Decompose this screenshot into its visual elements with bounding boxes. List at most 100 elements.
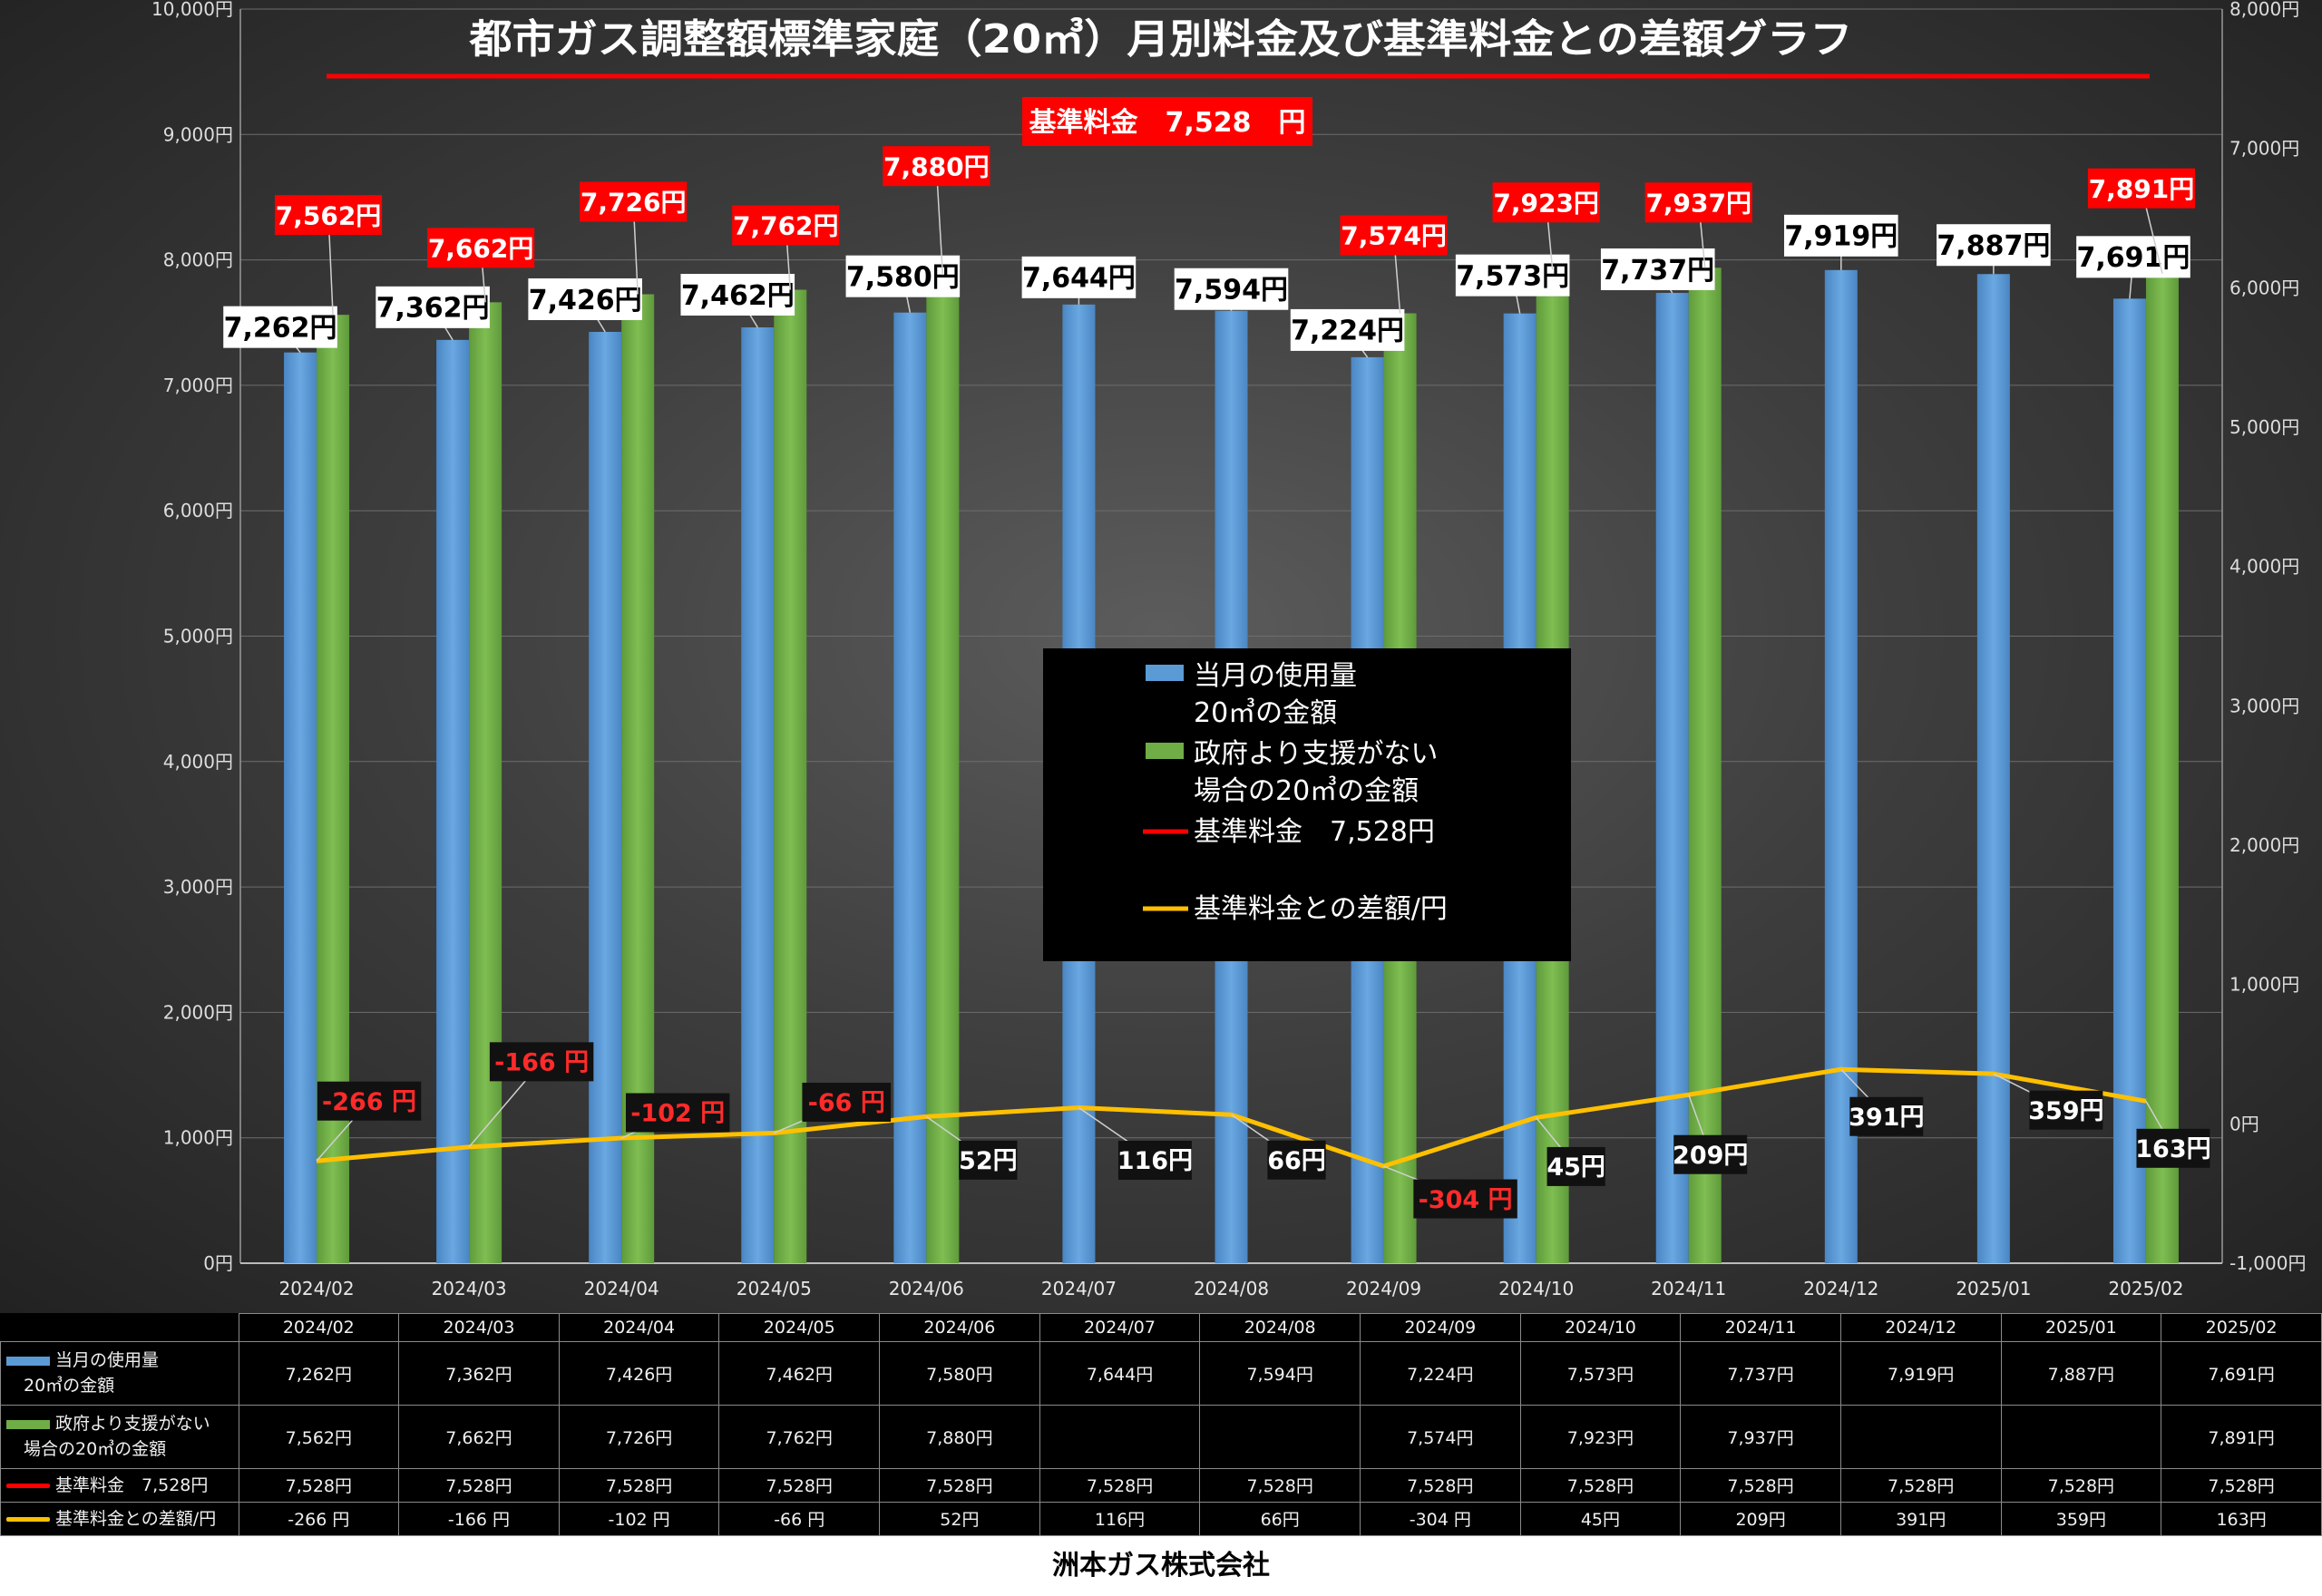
label-difference-box — [959, 1140, 1018, 1180]
label-current-usage: 7,580円 — [846, 261, 960, 293]
y-right-tick-label: 6,000円 — [2229, 277, 2299, 298]
bar-current-usage — [893, 312, 927, 1263]
x-tick-label: 2024/04 — [584, 1278, 659, 1299]
table-cell: 7,528円 — [398, 1467, 560, 1503]
table-row-label: 当月の使用量 20㎥の金額 — [0, 1341, 239, 1406]
legend-box — [1043, 648, 1571, 961]
label-difference: -66 円 — [808, 1089, 885, 1117]
label-no-subsidy: 7,937円 — [1645, 188, 1751, 218]
y-right-tick-label: 7,000円 — [2229, 138, 2299, 160]
table-cell: 7,528円 — [1039, 1467, 1201, 1503]
table-row-label: 基準料金 7,528円 — [0, 1467, 239, 1503]
y-right-tick-label: -1,000円 — [2229, 1252, 2306, 1274]
table-cell: -166 円 — [398, 1501, 560, 1537]
table-cell: -266 円 — [238, 1501, 400, 1537]
label-current-usage: 7,644円 — [1022, 263, 1136, 295]
label-no-subsidy-box — [883, 146, 990, 187]
y-right-tick-label: 8,000円 — [2229, 0, 2299, 20]
table-cell: 391円 — [1839, 1501, 2002, 1537]
y-left-tick-label: 10,000円 — [151, 0, 233, 20]
bar-current-usage — [2112, 298, 2146, 1263]
label-no-subsidy: 7,662円 — [428, 233, 534, 263]
label-current-usage: 7,594円 — [1175, 275, 1288, 307]
table-cell: 66円 — [1199, 1501, 1361, 1537]
table-legend-swatch — [6, 1516, 50, 1522]
label-no-subsidy-box — [1644, 182, 1752, 223]
table-corner — [0, 1313, 239, 1342]
label-difference-box — [1117, 1141, 1192, 1181]
label-difference: -266 円 — [322, 1088, 416, 1116]
table-cell: -304 円 — [1359, 1501, 1521, 1537]
table-cell: 7,891円 — [2161, 1404, 2322, 1469]
table-cell: 7,887円 — [2000, 1341, 2162, 1406]
label-current-usage-box — [1455, 254, 1570, 297]
bar-no-subsidy — [1688, 268, 1722, 1264]
table-cell — [1199, 1404, 1361, 1469]
label-no-subsidy: 7,762円 — [733, 211, 839, 241]
label-difference: -102 円 — [630, 1100, 725, 1128]
label-difference: -304 円 — [1419, 1186, 1513, 1214]
label-current-usage-box — [1937, 224, 2051, 267]
table-row-label-line: 20㎥の金額 — [6, 1373, 239, 1398]
table-cell: 7,594円 — [1199, 1341, 1361, 1406]
y-left-tick-label: 7,000円 — [163, 375, 233, 396]
label-current-usage-box — [2076, 236, 2190, 278]
x-tick-label: 2024/02 — [278, 1278, 354, 1299]
table-cell: 7,580円 — [879, 1341, 1040, 1406]
y-right-tick-label: 5,000円 — [2229, 416, 2299, 438]
table-cell: 7,262円 — [238, 1341, 400, 1406]
chart-area: 0円 1,000円 2,000円 3,000円 4,000円 5,000円 6,000円 7,… — [0, 0, 2322, 1313]
label-current-usage-box — [1290, 308, 1405, 351]
label-difference-box — [2029, 1090, 2103, 1130]
label-no-subsidy-box — [427, 228, 535, 268]
table-cell: 7,528円 — [718, 1467, 881, 1503]
y-left-tick-label: 4,000円 — [163, 751, 233, 773]
label-difference: 66円 — [1267, 1147, 1326, 1175]
table-row-label-line: 基準料金との差額/円 — [6, 1506, 239, 1532]
table-cell: 7,923円 — [1519, 1404, 1682, 1469]
table-header: 2024/02 2024/03 2024/04 2024/05 2024/06 2024/… — [0, 1313, 2322, 1342]
table-column-header: 2024/02 — [238, 1313, 400, 1342]
table-row: 基準料金との差額/円 -266 円 -166 円 -102 円 -66 円 52円 116円… — [0, 1501, 2322, 1537]
table-cell: 7,574円 — [1359, 1404, 1521, 1469]
y-right-tick-label: 1,000円 — [2229, 974, 2299, 996]
table-cell — [1839, 1404, 2002, 1469]
table-cell: 7,528円 — [1839, 1467, 2002, 1503]
label-difference: -166 円 — [494, 1049, 589, 1077]
x-tick-label: 2024/03 — [432, 1278, 507, 1299]
table-cell — [2000, 1404, 2162, 1469]
x-tick-label: 2025/01 — [1956, 1278, 2031, 1299]
label-difference: 359円 — [2028, 1097, 2103, 1125]
y-left-tick-label: 8,000円 — [163, 249, 233, 271]
table-cell: 45円 — [1519, 1501, 1682, 1537]
bar-no-subsidy — [926, 275, 960, 1263]
bar-current-usage — [1655, 292, 1689, 1263]
label-no-subsidy-box — [1340, 215, 1448, 256]
table-column-header: 2024/06 — [879, 1313, 1040, 1342]
table-body: 当月の使用量 20㎥の金額 7,262円 7,362円 7,426円 7,462円 7,5… — [0, 1341, 2322, 1537]
table-column-header: 2025/01 — [2000, 1313, 2162, 1342]
table-cell: 7,726円 — [558, 1404, 720, 1469]
label-current-usage-box — [680, 274, 795, 316]
label-current-usage: 7,426円 — [529, 285, 642, 316]
table-row-label-line: 基準料金 7,528円 — [6, 1473, 239, 1498]
label-current-usage-box — [1174, 268, 1289, 310]
x-tick-label: 2024/06 — [889, 1278, 964, 1299]
table-row-label: 基準料金との差額/円 — [0, 1501, 239, 1537]
label-current-usage-box — [1784, 214, 1898, 257]
label-current-usage-box — [376, 286, 490, 328]
table-column-header: 2024/10 — [1519, 1313, 1682, 1342]
bar-no-subsidy — [317, 315, 350, 1263]
table-row: 当月の使用量 20㎥の金額 7,262円 7,362円 7,426円 7,462円 7,5… — [0, 1341, 2322, 1406]
table-row: 政府より支援がない 場合の20㎥の金額 7,562円 7,662円 7,726円 7,7… — [0, 1404, 2322, 1469]
table-column-header: 2024/07 — [1039, 1313, 1201, 1342]
company-footer: 洲本ガス株式会社 — [0, 1536, 2322, 1581]
label-difference-box — [489, 1042, 594, 1082]
bar-current-usage — [741, 327, 775, 1264]
label-no-subsidy-box — [580, 181, 688, 222]
table-column-header: 2024/08 — [1199, 1313, 1361, 1342]
table-cell: 7,762円 — [718, 1404, 881, 1469]
chart-title: 都市ガス調整額標準家庭（20㎥）月別料金及び基準料金との差額グラフ — [468, 16, 1852, 63]
label-current-usage-box — [845, 255, 961, 297]
bar-current-usage — [284, 352, 317, 1263]
